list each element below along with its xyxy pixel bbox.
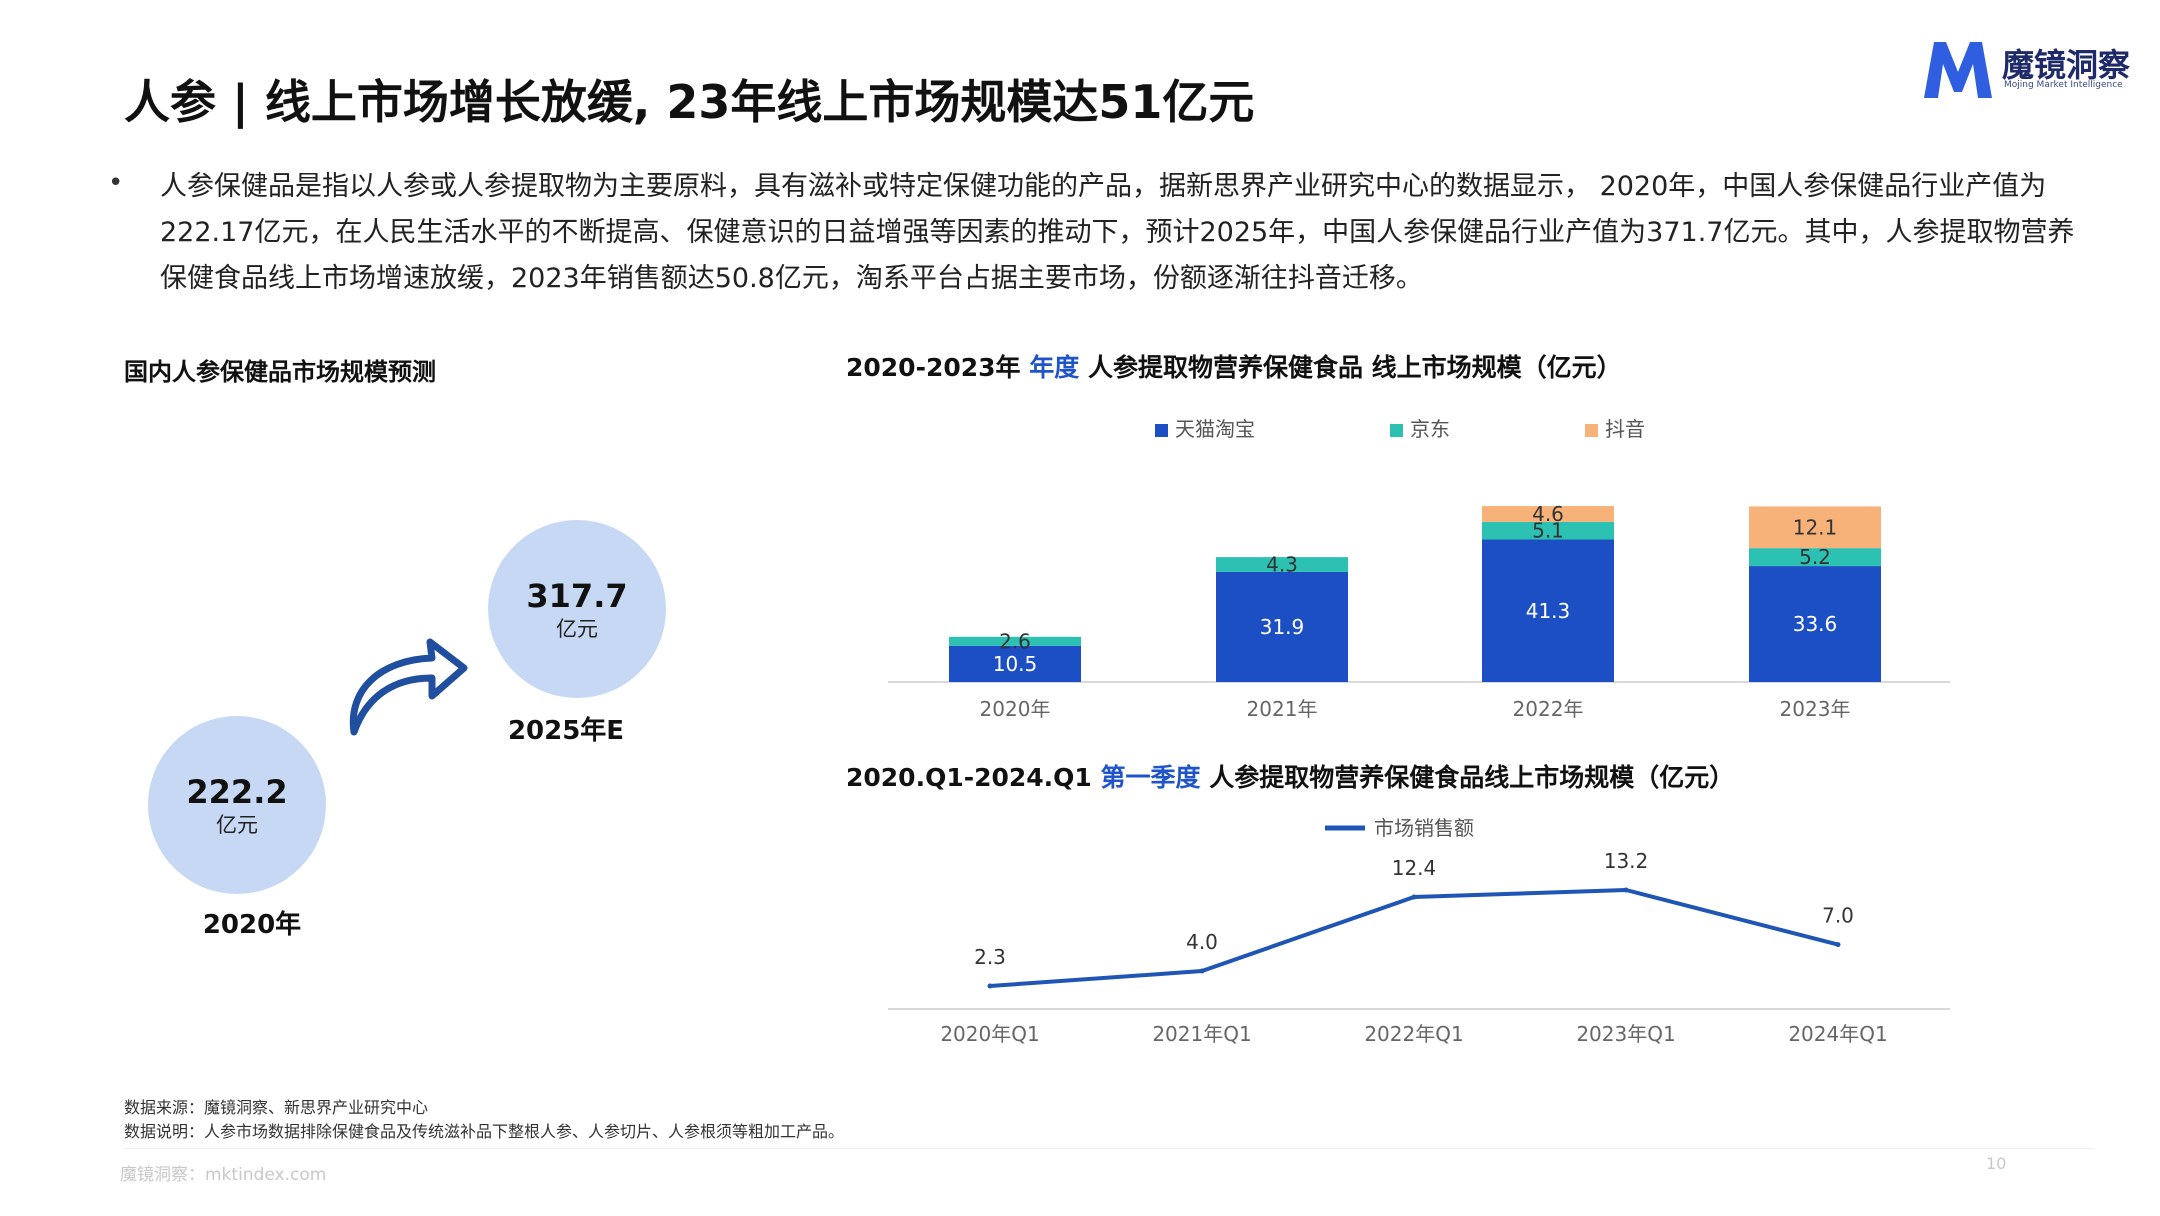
quarterly-line-chart: 市场销售额 2.3 4.0 12.4 13.2 7.0 2020年Q1 2021年Q1 2022… bbox=[888, 816, 1950, 1046]
legend-line-label: 市场销售额 bbox=[1374, 816, 1474, 840]
x-tick-quarter-0: 2020年Q1 bbox=[940, 1022, 1039, 1046]
annual-chart-title-suffix: 人参提取物营养保健食品 线上市场规模（亿元） bbox=[1079, 353, 1622, 382]
bar-0-1 bbox=[1216, 571, 1348, 682]
intro-paragraph: 人参保健品是指以人参或人参提取物为主要原料，具有滋补或特定保健功能的产品，据新思… bbox=[160, 171, 2075, 294]
logo-subtitle: Mojing Market Intelligence bbox=[2004, 80, 2123, 90]
bar-1-2 bbox=[1482, 521, 1614, 540]
x-tick-1: 2021年 bbox=[1247, 697, 1318, 721]
legend-label-0: 天猫淘宝 bbox=[1175, 417, 1255, 441]
x-tick-quarter-4: 2024年Q1 bbox=[1788, 1022, 1887, 1046]
x-tick-quarter-3: 2023年Q1 bbox=[1576, 1022, 1675, 1046]
logo-brand-name: 魔镜洞察 bbox=[2002, 46, 2131, 84]
bar-0-2 bbox=[1482, 539, 1614, 682]
bar-2-2 bbox=[1482, 506, 1614, 522]
circle-2025-unit: 亿元 bbox=[556, 617, 598, 641]
line-point-2 bbox=[1411, 894, 1417, 900]
circle-2020-value: 222.2 bbox=[186, 773, 288, 811]
line-label-3: 13.2 bbox=[1604, 849, 1649, 873]
bar-label-1-2: 5.1 bbox=[1532, 519, 1564, 543]
line-label-1: 4.0 bbox=[1186, 930, 1218, 954]
annual-stacked-bar-chart: 天猫淘宝 京东 抖音 10.52.6 2020年 31.9 4.3 2021年 41.3 5.14… bbox=[888, 417, 1950, 721]
legend-label-2: 抖音 bbox=[1605, 417, 1645, 441]
annual-chart-title-prefix: 2020-2023年 bbox=[846, 353, 1030, 382]
line-label-4: 7.0 bbox=[1822, 904, 1854, 928]
label-2020: 2020年 bbox=[202, 910, 302, 940]
x-tick-0: 2020年 bbox=[980, 697, 1051, 721]
data-source-note: 数据来源：魔镜洞察、新思界产业研究中心 bbox=[124, 1098, 429, 1117]
bar-label-1-1: 4.3 bbox=[1266, 553, 1298, 577]
line-point-1 bbox=[1199, 968, 1205, 974]
x-tick-2: 2022年 bbox=[1513, 697, 1584, 721]
bar-label-0-2: 41.3 bbox=[1526, 599, 1571, 623]
x-tick-quarter-2: 2022年Q1 bbox=[1364, 1022, 1463, 1046]
quarter-chart-title-prefix: 2020.Q1-2024.Q1 bbox=[846, 763, 1101, 792]
page-title: 人参 | 线上市场增长放缓, 23年线上市场规模达51亿元 bbox=[124, 75, 1255, 129]
annual-chart-title-highlight: 年度 bbox=[1029, 353, 1080, 382]
label-2025: 2025年E bbox=[507, 716, 625, 746]
footer-divider bbox=[124, 1148, 2094, 1149]
logo-m-icon bbox=[1924, 42, 1992, 98]
line-point-3 bbox=[1623, 887, 1629, 893]
footer-url: 魔镜洞察：mktindex.com bbox=[120, 1165, 327, 1185]
bar-label-0-3: 33.6 bbox=[1793, 612, 1838, 636]
line-label-0: 2.3 bbox=[974, 945, 1006, 969]
bar-label-2-3: 12.1 bbox=[1793, 515, 1838, 539]
quarter-chart-title-highlight: 第一季度 bbox=[1100, 763, 1201, 792]
growth-arrow-icon bbox=[349, 638, 468, 736]
annual-chart-title: 2020-2023年 年度 人参提取物营养保健食品 线上市场规模（亿元） bbox=[846, 348, 1622, 384]
bar-1-0 bbox=[949, 636, 1081, 646]
x-tick-3: 2023年 bbox=[1780, 697, 1851, 721]
legend-swatch-1 bbox=[1390, 424, 1403, 437]
circle-2025: 317.7 亿元 bbox=[488, 520, 666, 698]
bar-label-1-0: 2.6 bbox=[999, 629, 1031, 653]
circle-2020: 222.2 亿元 bbox=[148, 716, 326, 894]
line-point-4 bbox=[1835, 942, 1841, 948]
bar-2-3 bbox=[1749, 506, 1881, 549]
line-point-0 bbox=[987, 983, 993, 989]
forecast-title: 国内人参保健品市场规模预测 bbox=[124, 358, 436, 386]
bar-0-0 bbox=[949, 645, 1081, 682]
bar-1-3 bbox=[1749, 548, 1881, 567]
quarter-chart-title: 2020.Q1-2024.Q1 第一季度 人参提取物营养保健食品线上市场规模（亿… bbox=[846, 758, 1734, 794]
circle-2025-value: 317.7 bbox=[526, 577, 628, 615]
legend-swatch-0 bbox=[1155, 424, 1168, 437]
legend-swatch-2 bbox=[1585, 424, 1598, 437]
brand-logo: 魔镜洞察 Mojing Market Intelligence bbox=[1918, 36, 2138, 106]
bar-label-1-3: 5.2 bbox=[1799, 545, 1831, 569]
line-label-2: 12.4 bbox=[1392, 856, 1437, 880]
quarter-chart-title-suffix: 人参提取物营养保健食品线上市场规模（亿元） bbox=[1200, 763, 1735, 792]
legend-label-1: 京东 bbox=[1410, 417, 1450, 441]
bar-label-0-0: 10.5 bbox=[993, 652, 1038, 676]
bullet-icon: • bbox=[108, 168, 124, 198]
page-number: 10 bbox=[1986, 1154, 2007, 1173]
bar-1-1 bbox=[1216, 557, 1348, 572]
series-line bbox=[989, 888, 1839, 988]
data-description-note: 数据说明：人参市场数据排除保健食品及传统滋补品下整根人参、人参切片、人参根须等粗… bbox=[124, 1122, 845, 1141]
x-tick-quarter-1: 2021年Q1 bbox=[1152, 1022, 1251, 1046]
bar-0-3 bbox=[1749, 566, 1881, 682]
bar-label-0-1: 31.9 bbox=[1260, 615, 1305, 639]
circle-2020-unit: 亿元 bbox=[216, 813, 258, 837]
bar-label-2-2: 4.6 bbox=[1532, 502, 1564, 526]
